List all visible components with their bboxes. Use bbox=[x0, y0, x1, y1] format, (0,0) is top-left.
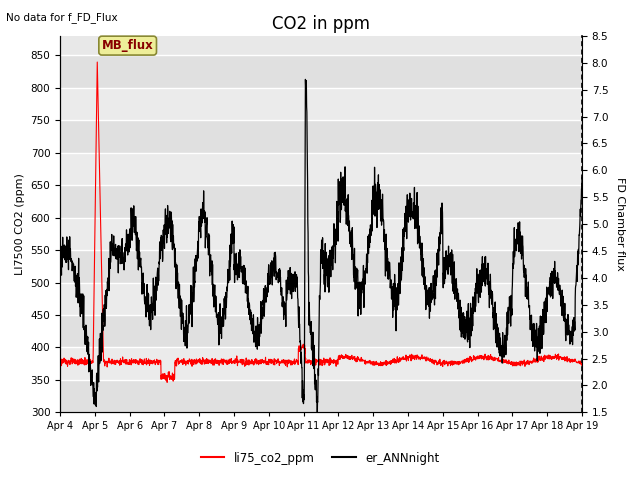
Bar bbox=[60, 283, 582, 315]
Bar bbox=[60, 88, 582, 120]
Bar bbox=[60, 153, 582, 185]
Bar bbox=[60, 348, 582, 380]
Y-axis label: FD Chamber flux: FD Chamber flux bbox=[615, 177, 625, 271]
Bar bbox=[60, 185, 582, 217]
Text: No data for f_FD_Flux: No data for f_FD_Flux bbox=[6, 12, 118, 23]
Y-axis label: LI7500 CO2 (ppm): LI7500 CO2 (ppm) bbox=[15, 173, 25, 275]
Bar bbox=[60, 217, 582, 250]
Legend: li75_co2_ppm, er_ANNnight: li75_co2_ppm, er_ANNnight bbox=[196, 447, 444, 469]
Bar bbox=[60, 55, 582, 88]
Bar bbox=[60, 315, 582, 348]
Bar bbox=[60, 250, 582, 283]
Bar bbox=[60, 120, 582, 153]
Text: MB_flux: MB_flux bbox=[102, 39, 154, 52]
Bar bbox=[60, 380, 582, 412]
Title: CO2 in ppm: CO2 in ppm bbox=[272, 15, 370, 33]
